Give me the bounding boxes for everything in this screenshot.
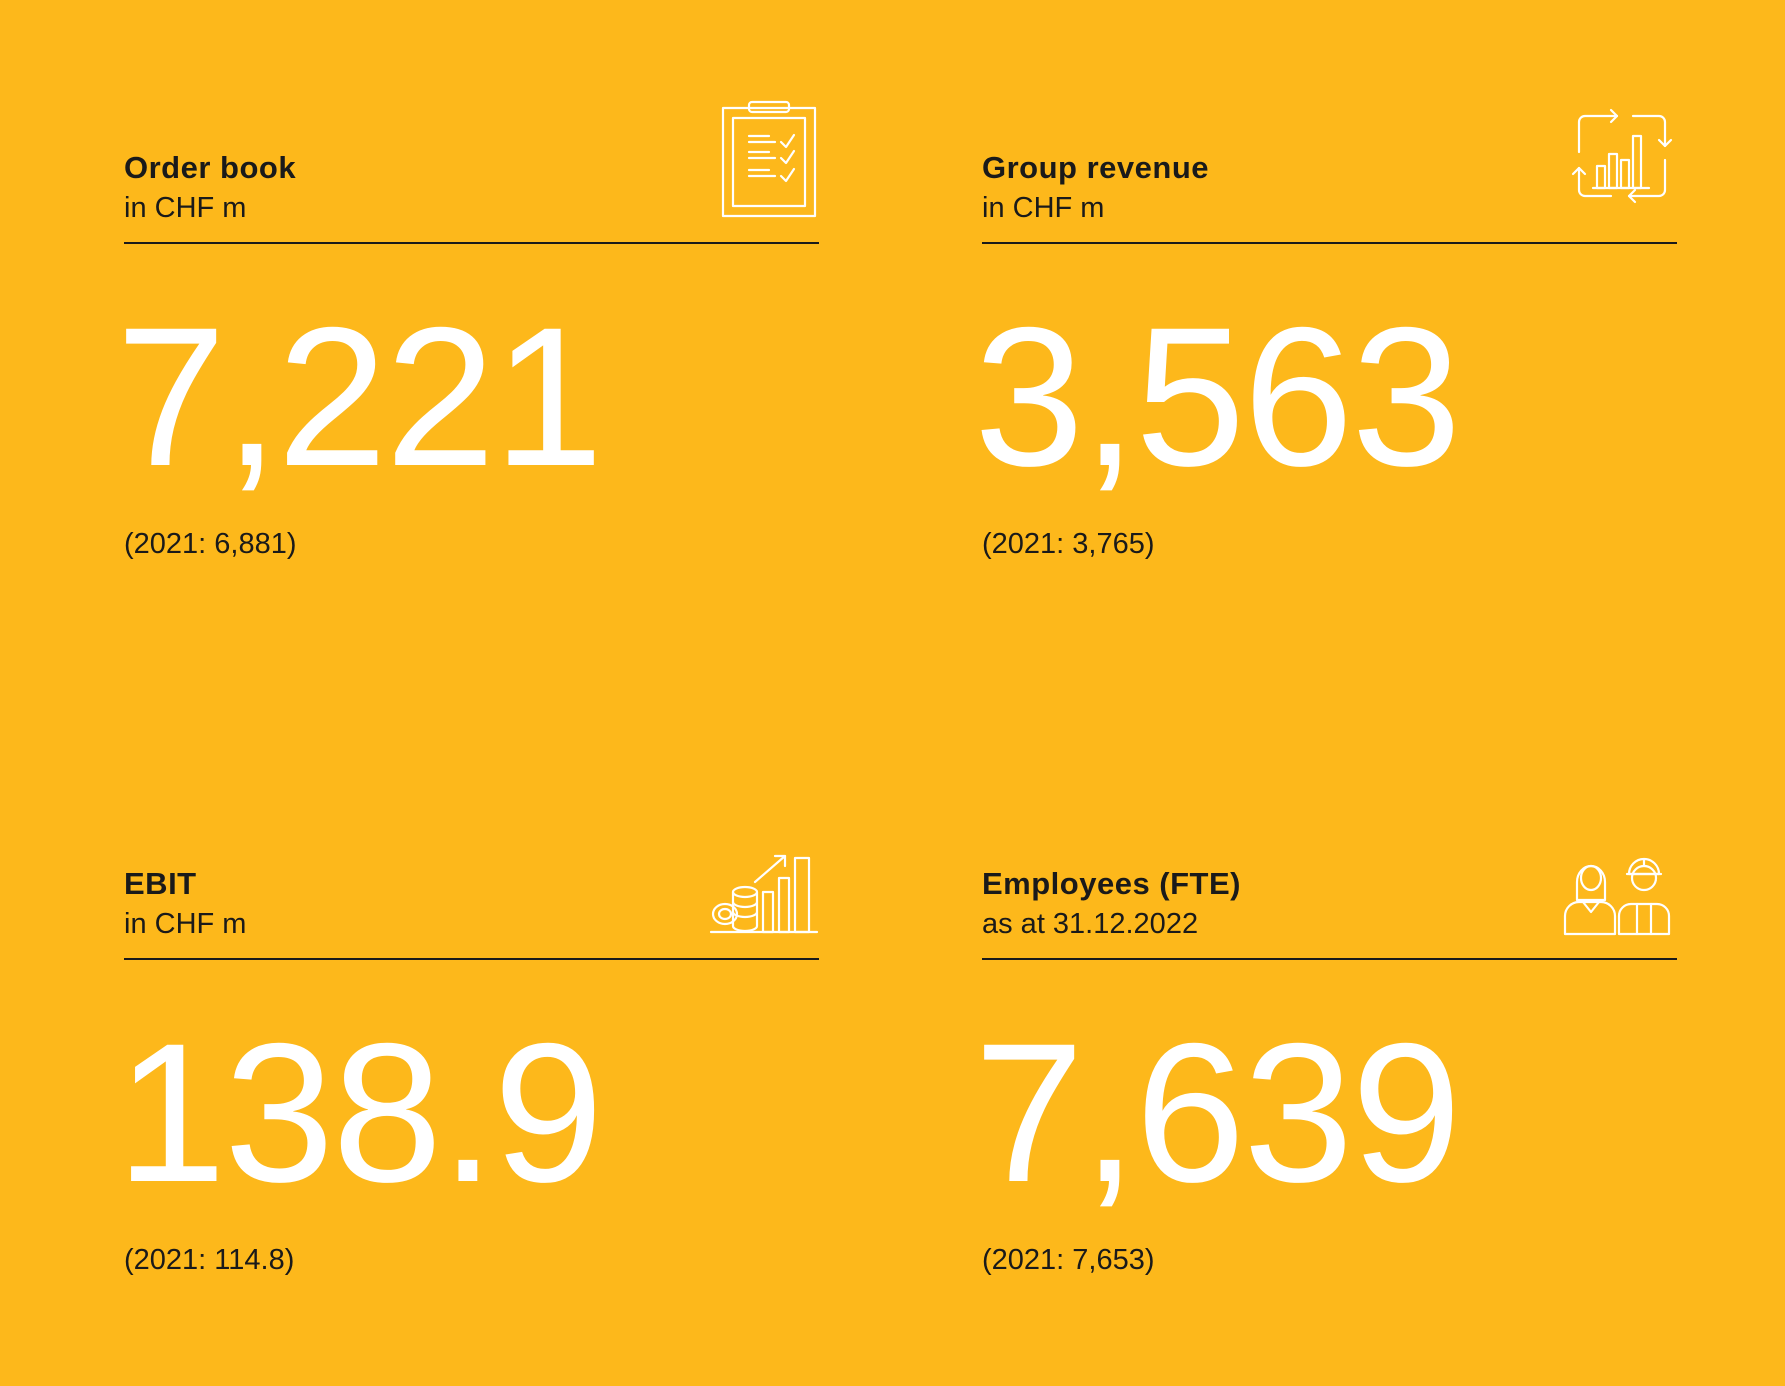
kpi-unit: in CHF m (982, 192, 1105, 224)
kpi-unit: in CHF m (124, 192, 247, 224)
kpi-divider (124, 242, 819, 244)
clipboard-checklist-icon (719, 100, 819, 220)
kpi-ebit: EBIT in CHF m 138.9 (2021: 114.8) (116, 716, 819, 1316)
revenue-cycle-chart-icon (1571, 100, 1677, 220)
kpi-value: 138.9 (116, 1002, 603, 1223)
kpi-title: Group revenue (982, 150, 1209, 185)
kpi-value: 3,563 (974, 286, 1461, 507)
kpi-value: 7,221 (116, 286, 603, 507)
kpi-previous-year: (2021: 114.8) (124, 1244, 295, 1276)
kpi-order-book: Order book in CHF m 7,221 (2021: 6,881) (116, 0, 819, 600)
kpi-divider (124, 958, 819, 960)
kpi-divider (982, 958, 1677, 960)
coins-growth-chart-icon (709, 816, 819, 936)
kpi-unit: as at 31.12.2022 (982, 908, 1199, 940)
kpi-title: EBIT (124, 866, 197, 901)
kpi-divider (982, 242, 1677, 244)
kpi-employees: Employees (FTE) as at 31.12.2022 7,639 (… (974, 716, 1677, 1316)
employees-icon (1563, 816, 1677, 936)
kpi-unit: in CHF m (124, 908, 247, 940)
kpi-value: 7,639 (974, 1002, 1461, 1223)
kpi-previous-year: (2021: 3,765) (982, 528, 1155, 560)
kpi-title: Employees (FTE) (982, 866, 1241, 901)
kpi-previous-year: (2021: 6,881) (124, 528, 297, 560)
kpi-group-revenue: Group revenue in CHF m 3,563 (2021: 3,76… (974, 0, 1677, 600)
kpi-previous-year: (2021: 7,653) (982, 1244, 1155, 1276)
kpi-title: Order book (124, 150, 297, 185)
